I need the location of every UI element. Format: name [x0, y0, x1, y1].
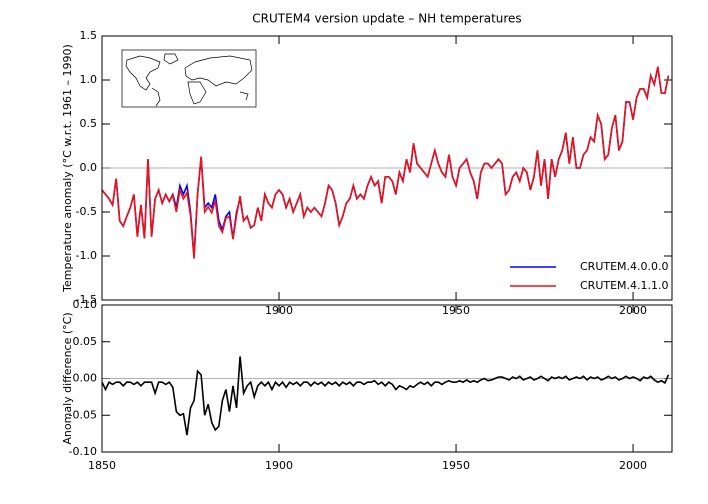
y-tick-label: 0.5 [80, 117, 98, 130]
y-tick-label: -1.5 [76, 293, 97, 306]
y-tick-label: 0.00 [73, 372, 98, 385]
y-tick-label: 0.05 [73, 335, 98, 348]
y-tick-label: 0.0 [80, 161, 98, 174]
y-tick-label: 0.10 [73, 298, 98, 311]
chart-title: CRUTEM4 version update – NH temperatures [252, 12, 521, 26]
legend-label: CRUTEM.4.1.1.0 [580, 279, 669, 292]
map-inset [121, 49, 257, 108]
y-tick-label: -0.10 [69, 445, 97, 458]
x-tick-label: 1950 [442, 459, 470, 472]
y-tick-label: -0.5 [76, 205, 97, 218]
x-tick-label: 1850 [88, 459, 116, 472]
y-tick-label: 1.0 [80, 73, 98, 86]
x-tick-label: 1900 [265, 459, 293, 472]
y-tick-label: 1.5 [80, 29, 98, 42]
series-line [101, 66, 670, 259]
plot-frame [101, 35, 673, 301]
y-tick-label: -0.05 [69, 408, 97, 421]
series-line [101, 356, 670, 436]
y-axis-label: Anomaly difference (°C) [61, 312, 74, 444]
plot-frame [101, 304, 673, 453]
legend-label: CRUTEM.4.0.0.0 [580, 260, 669, 273]
y-axis-label: Temperature anomaly (°C w.r.t. 1961 – 19… [61, 44, 74, 293]
x-tick-label: 2000 [619, 459, 647, 472]
y-tick-label: -1.0 [76, 249, 97, 262]
